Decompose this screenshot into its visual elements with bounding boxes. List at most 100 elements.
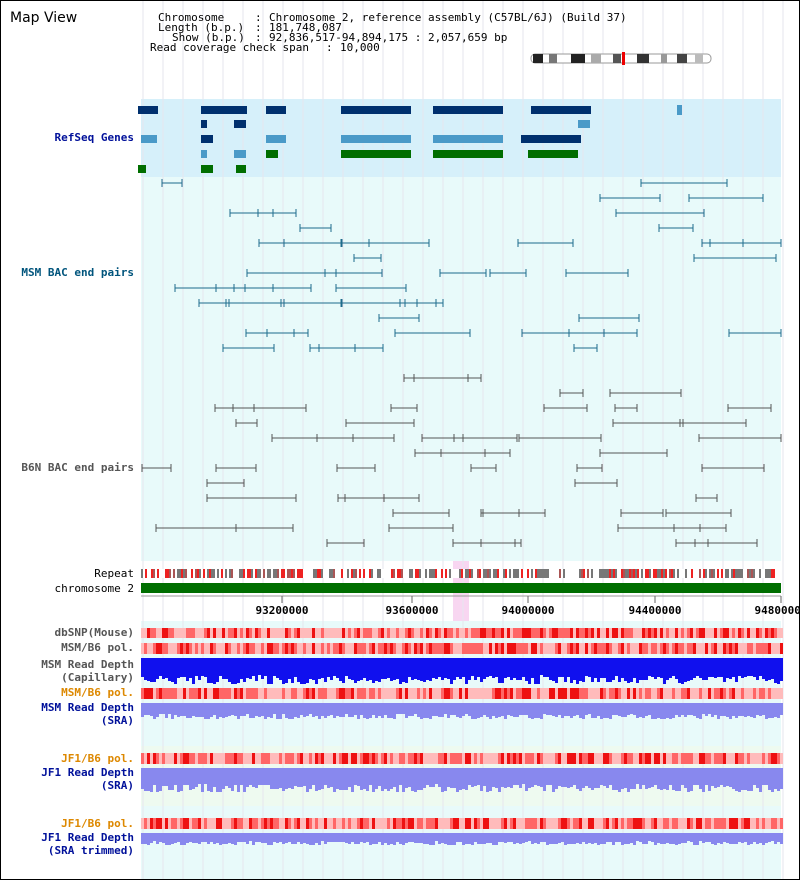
repeat-element [381,569,383,578]
repeat-element [593,569,595,578]
jf1-depth-trimmed-bar [384,833,387,843]
jf1-b6-pol-bar-2 [663,818,666,829]
jf1-b6-pol-bar-2 [579,818,582,829]
msm-depth-capillary-bar [405,658,408,683]
msm-b6-pol-bar-2 [453,688,456,699]
msm-b6-pol-bar-2 [630,688,633,699]
repeat-element [577,569,579,578]
msm-b6-pol-bar [561,643,564,654]
jf1-b6-pol-bar [183,753,186,764]
track-label-msm-b6-pol[interactable]: MSM/B6 pol. [61,641,134,654]
refseq-gene [201,150,207,158]
track-label-jf1-depth-trimmed[interactable]: JF1 Read Depth [41,831,134,844]
jf1-b6-pol-bar-2 [552,818,555,829]
msm-depth-capillary-bar [279,658,282,680]
msm-depth-capillary-bar [462,658,465,677]
msm-depth-sra-bar [288,703,291,719]
jf1-depth-sra-bar [615,768,618,790]
jf1-b6-pol-bar [510,753,513,764]
track-label-b6n-bac[interactable]: B6N BAC end pairs [21,461,134,474]
jf1-b6-pol-bar [600,753,603,764]
jf1-depth-sra-bar [480,768,483,791]
msm-depth-capillary-bar [234,658,237,684]
msm-b6-pol-bar-2 [168,688,171,699]
jf1-b6-pol-bar-2 [492,818,495,829]
msm-b6-pol-bar [393,643,396,654]
msm-depth-capillary-bar [426,658,429,680]
repeat-element [555,569,557,578]
msm-depth-capillary-bar [531,658,534,678]
track-label-msm-depth-sra[interactable]: MSM Read Depth [41,701,134,714]
msm-b6-pol-bar-2 [600,688,603,699]
msm-b6-pol-bar-2 [387,688,390,699]
track-label-dbsnp[interactable]: dbSNP(Mouse) [54,626,134,639]
msm-b6-pol-bar [447,643,450,654]
jf1-depth-trimmed-bar [570,833,573,844]
track-label-refseq[interactable]: RefSeq Genes [54,131,134,144]
msm-depth-sra-bar [609,703,612,719]
msm-depth-sra-bar [627,703,630,715]
jf1-depth-sra-bar [366,768,369,791]
msm-depth-capillary-bar [327,658,330,677]
jf1-depth-sra-bar [252,768,255,787]
jf1-depth-sra-bar [150,768,153,792]
msm-depth-sra-bar [441,703,444,717]
jf1-b6-pol-bar-2 [612,818,615,829]
jf1-b6-pol-bar [564,753,567,764]
repeat-element [597,569,599,578]
track-label-jf1-b6-pol-2[interactable]: JF1/B6 pol. [61,817,134,830]
jf1-b6-pol-bar [141,753,144,764]
track-label-msm-depth-capillary[interactable]: MSM Read Depth [41,658,134,671]
jf1-depth-trimmed-bar [714,833,717,845]
jf1-b6-pol-bar-2 [351,818,354,829]
dbsnp-bar [720,628,723,638]
dbsnp-bar [597,628,600,638]
msm-depth-capillary-bar [297,658,300,682]
track-label-msm-b6-pol-2[interactable]: MSM/B6 pol. [61,686,134,699]
jf1-depth-sra-bar [240,768,243,785]
repeat-element [319,569,321,578]
jf1-b6-pol-bar-2 [336,818,339,829]
msm-depth-capillary-bar [621,658,624,678]
msm-depth-sra-bar [426,703,429,718]
dbsnp-bar [210,628,213,638]
repeat-element [187,569,189,578]
track-label-jf1-b6-pol[interactable]: JF1/B6 pol. [61,752,134,765]
jf1-b6-pol-bar [312,753,315,764]
track-label-jf1-depth-sra[interactable]: JF1 Read Depth [41,766,134,779]
jf1-depth-trimmed-bar [372,833,375,844]
jf1-depth-sra-bar [198,768,201,784]
track-label-msm-bac[interactable]: MSM BAC end pairs [21,266,134,279]
jf1-b6-pol-bar [189,753,192,764]
msm-depth-sra-bar [240,703,243,716]
dbsnp-bar [735,628,738,638]
jf1-depth-sra-bar [573,768,576,785]
jf1-b6-pol-bar-2 [438,818,441,829]
dbsnp-bar [342,628,345,638]
jf1-depth-sra-bar [279,768,282,788]
jf1-b6-pol-bar [261,753,264,764]
jf1-b6-pol-bar-2 [645,818,648,829]
jf1-b6-pol-bar [552,753,555,764]
jf1-depth-sra-bar [156,768,159,792]
jf1-depth-trimmed-bar [366,833,369,842]
msm-b6-pol-bar-2 [633,688,636,699]
jf1-b6-pol-bar-2 [765,818,768,829]
msm-depth-capillary-bar [393,658,396,680]
repeat-element [177,569,179,578]
dbsnp-bar [441,628,444,638]
repeat-element [691,569,693,578]
msm-depth-capillary-bar [429,658,432,681]
repeat-element [155,569,157,578]
repeat-element [451,569,453,578]
jf1-depth-trimmed-bar [483,833,486,844]
repeat-element [591,569,593,578]
repeat-element [323,569,325,578]
jf1-depth-trimmed-bar [537,833,540,844]
refseq-gene [433,135,503,143]
dbsnp-bar [219,628,222,638]
msm-depth-sra-bar [141,703,144,717]
jf1-b6-pol-bar-2 [267,818,270,829]
